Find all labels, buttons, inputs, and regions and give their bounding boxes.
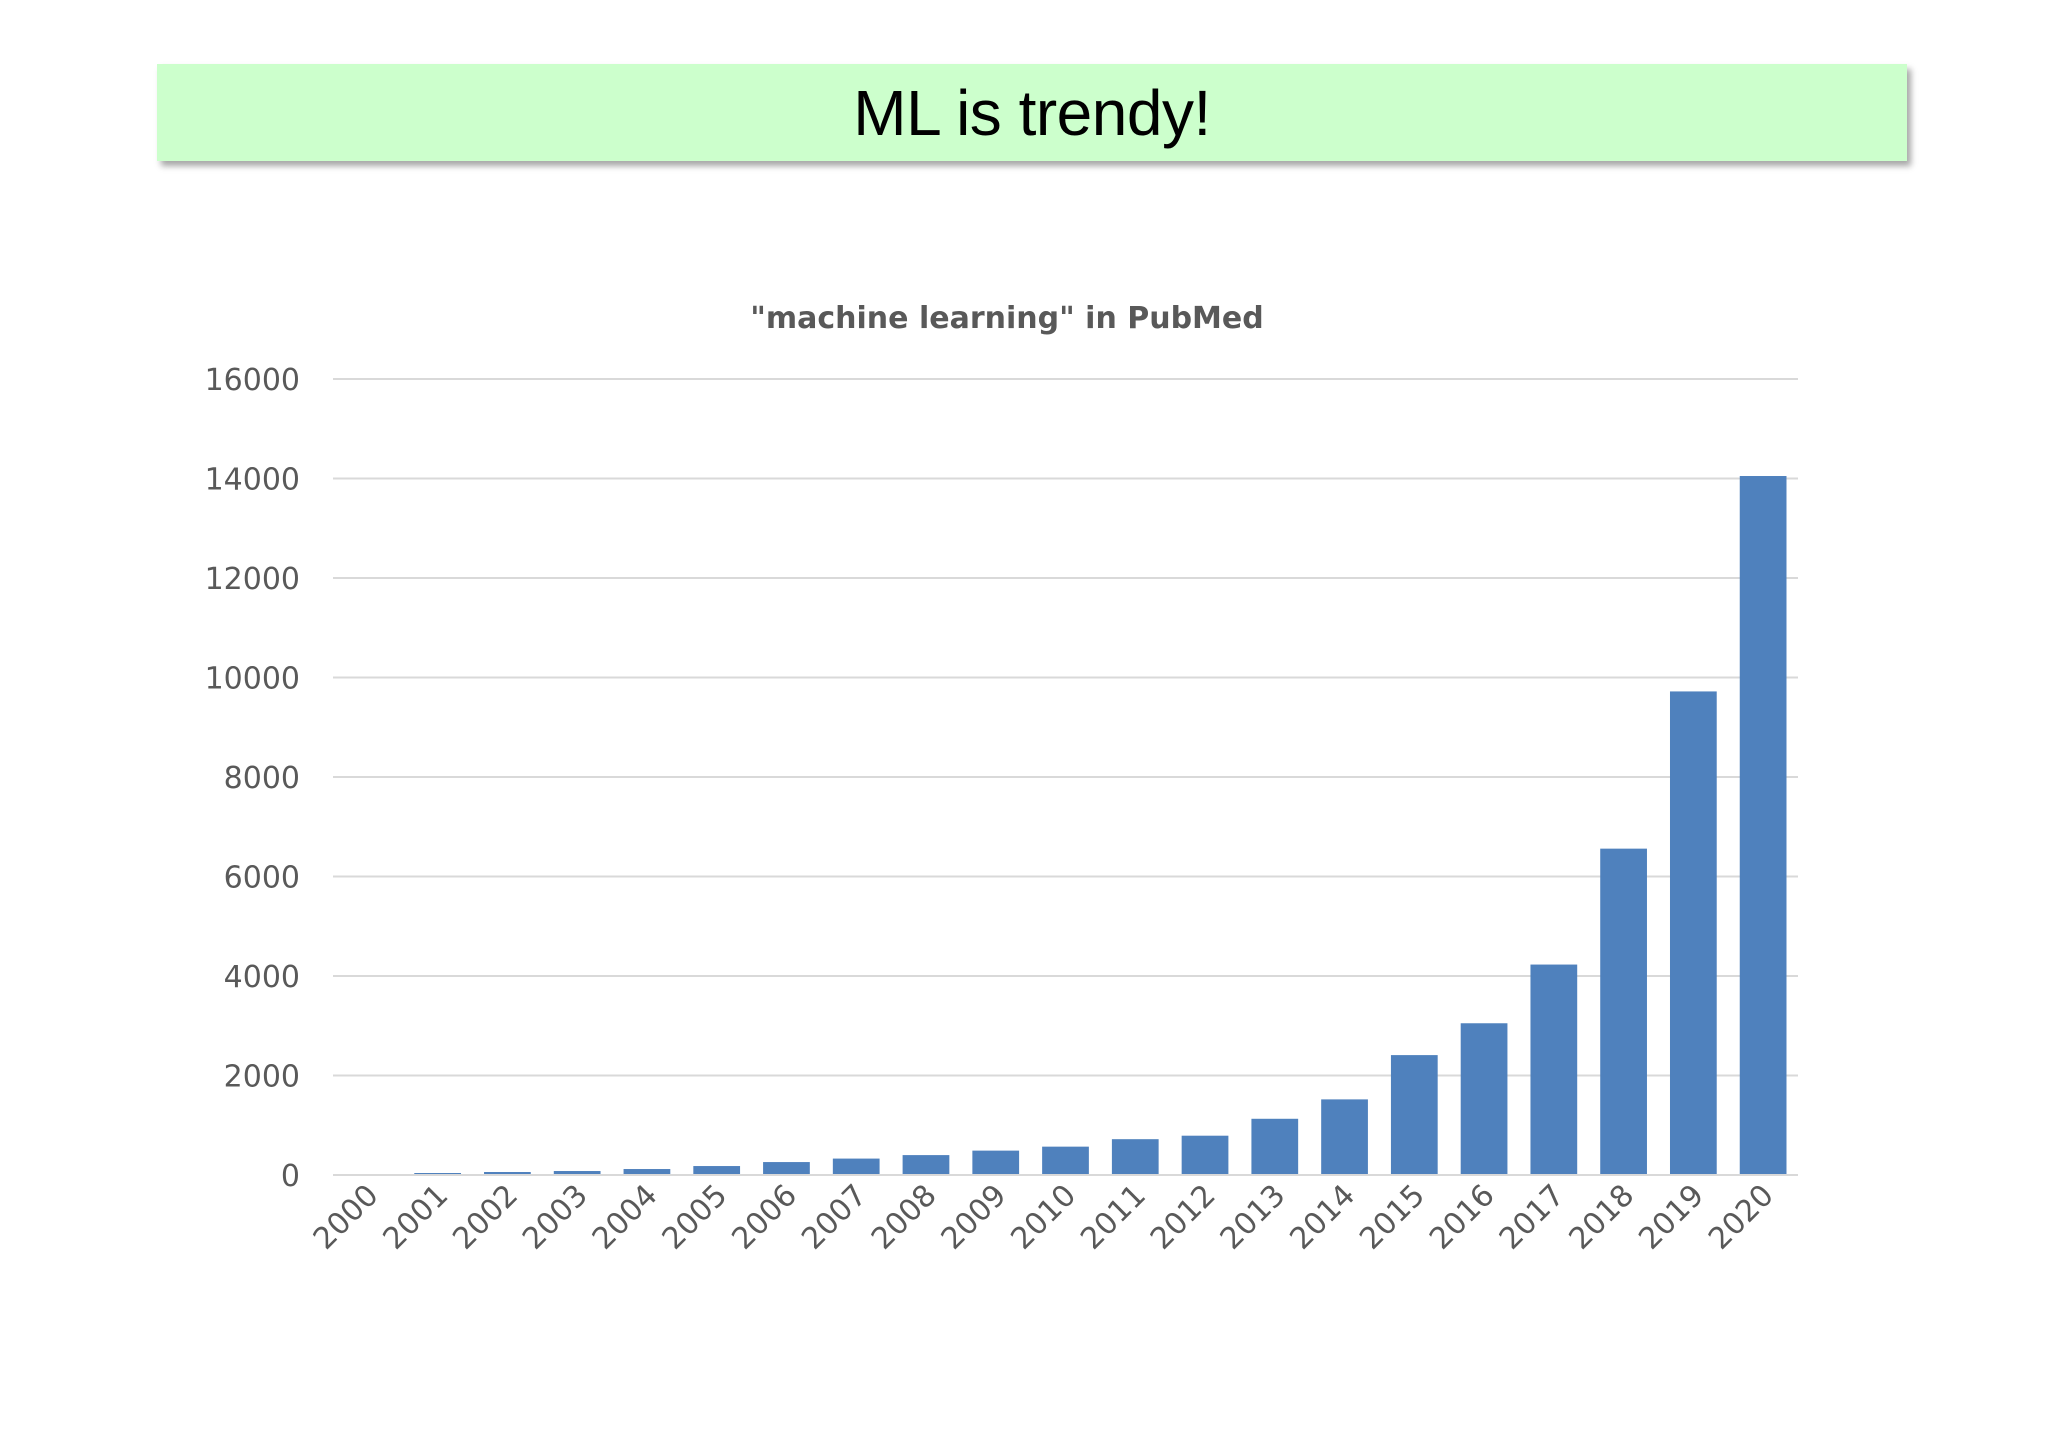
x-tick-label: 2005 [656,1178,735,1257]
y-tick-label: 4000 [224,960,300,995]
bar-2005 [693,1166,741,1175]
bar-2008 [902,1155,950,1175]
y-tick-label: 0 [281,1159,300,1194]
x-tick-label: 2013 [1214,1178,1293,1257]
x-tick-label: 2000 [307,1178,386,1257]
x-tick-label: 2003 [516,1178,595,1257]
chart-bars [344,476,1787,1175]
x-tick-label: 2017 [1493,1178,1572,1257]
bar-2004 [623,1169,671,1175]
slide-title-banner: ML is trendy! [157,64,1907,161]
bar-2014 [1321,1099,1368,1175]
chart-title: "machine learning" in PubMed [750,301,1264,336]
bar-2016 [1460,1023,1508,1175]
y-tick-label: 14000 [205,463,300,498]
bar-2002 [484,1172,531,1175]
bar-2017 [1530,964,1578,1175]
x-tick-label: 2019 [1632,1178,1711,1257]
x-tick-label: 2002 [446,1178,525,1257]
x-tick-label: 2015 [1353,1178,1432,1257]
slide-title: ML is trendy! [853,76,1211,149]
bar-2013 [1251,1118,1299,1175]
bar-2018 [1600,848,1647,1175]
chart-gridlines [333,378,1798,1077]
y-tick-label: 6000 [224,861,300,896]
x-tick-label: 2020 [1702,1178,1781,1257]
bar-2007 [832,1158,880,1175]
x-tick-label: 2006 [725,1178,804,1257]
y-axis-tick-labels: 0 2000 4000 6000 8000 10000 12000 14000 16000 [205,363,300,1194]
x-tick-label: 2001 [377,1178,456,1257]
x-tick-label: 2004 [586,1178,665,1257]
x-tick-label: 2008 [865,1178,944,1257]
x-tick-label: 2009 [935,1178,1014,1257]
x-tick-label: 2012 [1144,1178,1223,1257]
y-tick-label: 8000 [224,761,300,796]
bar-2011 [1111,1139,1159,1175]
x-tick-label: 2018 [1563,1178,1642,1257]
bar-2009 [972,1150,1020,1175]
bar-2010 [1042,1146,1089,1175]
x-tick-label: 2010 [1004,1178,1083,1257]
y-tick-label: 16000 [205,363,300,398]
bar-2020 [1739,476,1787,1175]
x-tick-label: 2014 [1283,1178,1362,1257]
bar-2012 [1181,1135,1229,1175]
x-tick-label: 2007 [795,1178,874,1257]
y-tick-label: 10000 [205,662,300,697]
y-tick-label: 12000 [205,562,300,597]
bar-2003 [553,1171,601,1175]
bar-2006 [763,1162,810,1175]
bar-2015 [1390,1055,1438,1175]
x-axis-tick-labels: 2000200120022003200420052006200720082009… [307,1178,1781,1257]
x-tick-label: 2016 [1423,1178,1502,1257]
y-tick-label: 2000 [224,1060,300,1095]
x-tick-label: 2011 [1074,1178,1153,1257]
bar-2019 [1669,691,1717,1175]
